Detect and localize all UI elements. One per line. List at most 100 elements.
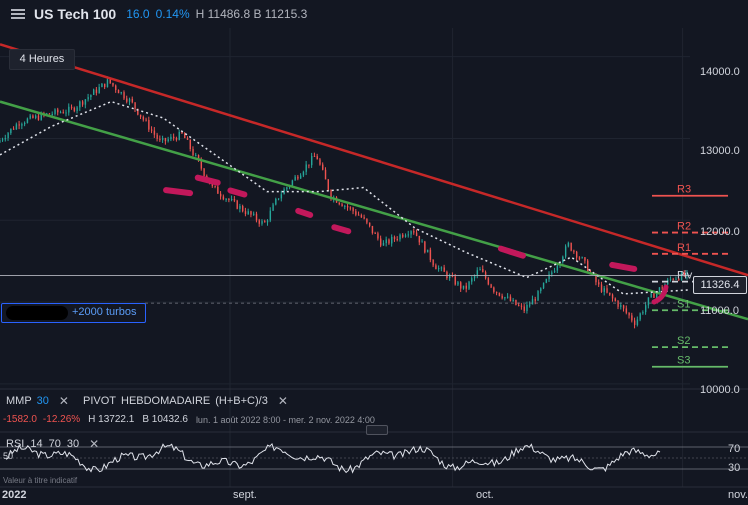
pane-resize-handle[interactable] — [366, 425, 388, 435]
last-price-tag: 11326.4 — [693, 276, 747, 294]
highlight-marker — [609, 261, 638, 272]
candle-body — [211, 184, 214, 186]
candle-body — [468, 281, 470, 289]
candle-body — [26, 118, 29, 123]
candle-body — [683, 272, 686, 276]
stats-high: H 13722.1 — [88, 414, 135, 425]
rsi-name: RSI — [6, 438, 25, 450]
candle-body — [451, 275, 454, 277]
pivot-close-icon[interactable]: ✕ — [277, 394, 288, 408]
ma-close-icon[interactable]: ✕ — [58, 394, 69, 408]
candle-body — [645, 305, 647, 313]
candle-body — [553, 270, 556, 273]
candle-body — [600, 284, 603, 292]
candle-body — [137, 108, 139, 115]
rsi-level-30: 30 — [728, 462, 741, 474]
timeframe-label[interactable]: 4 Heures — [9, 49, 75, 70]
candle-body — [255, 213, 258, 221]
candle-body — [476, 270, 479, 276]
candle-body — [680, 272, 683, 281]
ma-indicator-legend[interactable]: MMP 30 ✕ PIVOT HEBDOMADAIRE (H+B+C)/3 ✕ — [6, 394, 288, 408]
candle-body — [460, 282, 462, 289]
candle-body — [656, 292, 658, 298]
candle-body — [457, 282, 459, 285]
candle-body — [302, 171, 305, 176]
candle-body — [120, 92, 122, 94]
candle-body — [509, 296, 512, 302]
candle-body — [556, 265, 559, 271]
pivot-r2-label: R2 — [677, 221, 691, 233]
candle-body — [487, 278, 490, 285]
candle-body — [341, 204, 343, 207]
candle-body — [316, 156, 318, 160]
candle-body — [595, 274, 597, 283]
candle-body — [338, 202, 341, 205]
candle-body — [40, 113, 42, 120]
candle-body — [523, 306, 525, 311]
candle-body — [291, 180, 294, 186]
candle-body — [48, 113, 51, 115]
pivot-s1-label: S1 — [677, 298, 690, 310]
candle-body — [142, 116, 145, 120]
candle-body — [413, 231, 415, 233]
candle-body — [189, 139, 191, 150]
candle-body — [68, 106, 70, 113]
menu-icon[interactable] — [11, 9, 25, 19]
candle-body — [195, 155, 197, 157]
candle-body — [606, 288, 608, 293]
rsi-close-icon[interactable]: ✕ — [89, 437, 100, 451]
candle-body — [363, 217, 365, 219]
candle-body — [669, 278, 672, 280]
candle-body — [327, 179, 329, 191]
candle-body — [385, 239, 387, 244]
turbos-label: +2000 turbos — [72, 306, 137, 318]
candle-body — [540, 288, 542, 292]
candle-body — [148, 120, 150, 130]
candle-body — [311, 156, 313, 166]
rsi-indicator-legend[interactable]: RSI 14 70 30 ✕ — [6, 437, 99, 451]
candle-body — [498, 292, 501, 296]
candle-body — [473, 275, 476, 279]
candle-body — [625, 308, 628, 313]
candle-body — [490, 284, 492, 288]
candle-body — [65, 112, 67, 114]
candle-body — [112, 82, 114, 86]
candle-body — [294, 176, 296, 181]
candle-body — [493, 287, 495, 292]
candle-body — [126, 98, 128, 102]
highlight-marker — [497, 245, 526, 259]
candle-body — [222, 196, 225, 200]
candle-body — [84, 99, 87, 105]
candle-body — [393, 236, 396, 240]
candle-body — [545, 279, 548, 283]
y-tick-11000: 11000.0 — [700, 305, 739, 317]
candle-body — [106, 79, 109, 88]
rsi-p1: 14 — [30, 438, 43, 450]
instrument-title[interactable]: US Tech 100 — [34, 6, 117, 22]
highlight-marker — [163, 187, 194, 197]
candle-body — [117, 89, 120, 94]
highlight-marker — [227, 187, 248, 198]
candle-body — [197, 155, 200, 161]
red-trendline — [0, 43, 748, 277]
rsi-line — [5, 442, 661, 474]
turbos-button[interactable]: +2000 turbos — [1, 303, 146, 323]
candle-body — [324, 169, 327, 180]
candle-body — [495, 291, 498, 293]
candle-body — [70, 106, 73, 108]
candle-body — [573, 250, 575, 252]
candle-body — [170, 136, 172, 140]
candle-body — [639, 313, 641, 320]
candle-body — [244, 211, 247, 214]
candle-body — [440, 267, 443, 269]
candle-body — [418, 235, 421, 243]
highlight-marker — [295, 207, 314, 218]
x-tick-nov: nov. — [728, 489, 748, 501]
candle-body — [159, 138, 161, 140]
pivot-s3-label: S3 — [677, 355, 690, 367]
candle-body — [175, 138, 178, 140]
candle-body — [501, 295, 503, 299]
candle-body — [584, 257, 586, 261]
candle-body — [4, 138, 7, 140]
